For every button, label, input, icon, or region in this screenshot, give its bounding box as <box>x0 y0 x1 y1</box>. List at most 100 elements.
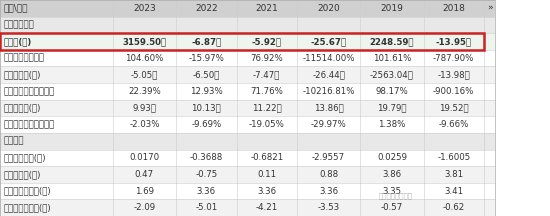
Text: -5.01: -5.01 <box>195 203 217 212</box>
Bar <box>176 50 236 67</box>
Text: »: » <box>487 4 492 13</box>
Bar <box>113 133 176 149</box>
Bar <box>0 133 113 149</box>
Bar <box>176 149 236 166</box>
Bar <box>0 83 113 100</box>
Bar <box>484 116 495 133</box>
Text: 0.11: 0.11 <box>257 170 276 179</box>
Bar <box>360 149 424 166</box>
Bar <box>0 17 113 33</box>
Bar <box>360 199 424 216</box>
Bar <box>424 17 484 33</box>
Bar <box>484 100 495 116</box>
Text: -7.47亿: -7.47亿 <box>253 70 280 79</box>
Bar <box>424 116 484 133</box>
Bar <box>113 67 176 83</box>
Text: 2248.59万: 2248.59万 <box>370 37 414 46</box>
Text: 2021: 2021 <box>255 4 278 13</box>
Text: 2020: 2020 <box>317 4 340 13</box>
Bar <box>484 50 495 67</box>
Text: 3.41: 3.41 <box>444 187 463 195</box>
Bar <box>297 67 360 83</box>
Bar <box>297 116 360 133</box>
Bar <box>113 149 176 166</box>
Bar <box>113 50 176 67</box>
Bar <box>236 17 297 33</box>
Text: 2023: 2023 <box>133 4 156 13</box>
Text: 101.61%: 101.61% <box>373 54 411 63</box>
Text: 0.0170: 0.0170 <box>129 153 160 162</box>
Bar <box>484 67 495 83</box>
Text: 每股未分配利润(元): 每股未分配利润(元) <box>3 203 51 212</box>
Bar <box>113 17 176 33</box>
Bar <box>297 133 360 149</box>
Text: -787.90%: -787.90% <box>433 54 475 63</box>
Bar <box>297 166 360 183</box>
Text: 10.13亿: 10.13亿 <box>191 103 221 113</box>
Text: 19.52亿: 19.52亿 <box>439 103 469 113</box>
Text: -4.21: -4.21 <box>256 203 278 212</box>
Bar <box>297 33 360 50</box>
Bar <box>0 199 113 216</box>
Bar <box>484 199 495 216</box>
Bar <box>484 17 495 33</box>
Bar <box>176 83 236 100</box>
Bar <box>113 100 176 116</box>
Text: 13.86亿: 13.86亿 <box>314 103 344 113</box>
Bar <box>297 50 360 67</box>
Bar <box>236 83 297 100</box>
Text: -0.75: -0.75 <box>195 170 217 179</box>
Text: -25.67亿: -25.67亿 <box>311 37 346 46</box>
Text: -9.66%: -9.66% <box>438 120 469 129</box>
Text: 营业总收入(元): 营业总收入(元) <box>3 103 41 113</box>
Text: -19.05%: -19.05% <box>249 120 285 129</box>
Bar <box>0 0 113 17</box>
Bar <box>360 33 424 50</box>
Bar <box>236 149 297 166</box>
Bar <box>297 183 360 199</box>
Bar <box>297 17 360 33</box>
Bar <box>424 133 484 149</box>
Text: 1.69: 1.69 <box>135 187 154 195</box>
Bar <box>424 33 484 50</box>
Bar <box>360 183 424 199</box>
Bar <box>176 199 236 216</box>
Text: 净利润同比增长率: 净利润同比增长率 <box>3 54 45 63</box>
Bar <box>113 0 176 17</box>
Bar <box>236 33 297 50</box>
Bar <box>0 33 113 50</box>
Bar <box>236 116 297 133</box>
Text: 科目\年度: 科目\年度 <box>3 4 28 13</box>
Bar <box>176 183 236 199</box>
Text: 每股资本公积金(元): 每股资本公积金(元) <box>3 187 51 195</box>
Bar <box>297 199 360 216</box>
Bar <box>176 166 236 183</box>
Bar <box>176 17 236 33</box>
Bar <box>236 133 297 149</box>
Bar <box>236 0 297 17</box>
Bar <box>484 83 495 100</box>
Bar <box>484 133 495 149</box>
Bar <box>424 67 484 83</box>
Text: 22.39%: 22.39% <box>128 87 161 96</box>
Bar <box>236 50 297 67</box>
Bar <box>360 166 424 183</box>
Text: 71.76%: 71.76% <box>250 87 283 96</box>
Bar <box>176 133 236 149</box>
Text: 98.17%: 98.17% <box>376 87 408 96</box>
Bar <box>176 116 236 133</box>
Bar <box>176 100 236 116</box>
Text: 12.93%: 12.93% <box>190 87 223 96</box>
Text: -2.03%: -2.03% <box>129 120 160 129</box>
Text: 3.86: 3.86 <box>382 170 402 179</box>
Bar <box>0 50 113 67</box>
Text: -5.92亿: -5.92亿 <box>252 37 282 46</box>
Bar <box>424 183 484 199</box>
Bar <box>113 33 176 50</box>
Bar <box>113 116 176 133</box>
Bar <box>424 166 484 183</box>
Text: 3.36: 3.36 <box>257 187 276 195</box>
Bar <box>176 33 236 50</box>
Bar <box>0 33 484 50</box>
Bar <box>236 100 297 116</box>
